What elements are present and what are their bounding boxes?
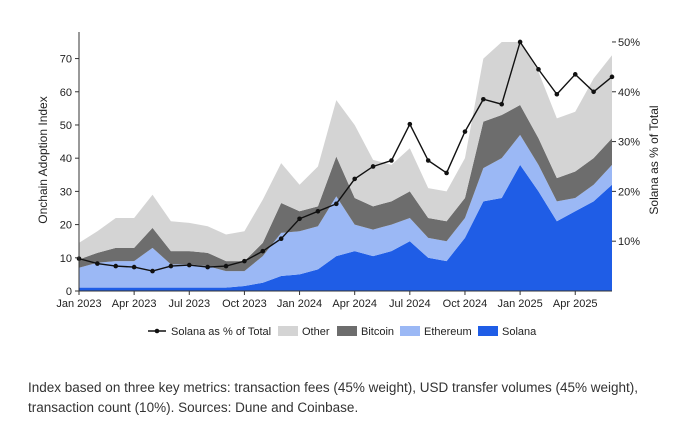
y-tick-label: 0 <box>66 286 72 298</box>
legend-item-solana: Solana <box>478 326 537 338</box>
line-point <box>205 264 210 270</box>
line-point <box>407 121 413 127</box>
x-tick-label: Jul 2023 <box>168 298 210 310</box>
y2-axis-title: Solana as % of Total <box>647 105 661 214</box>
line-point <box>499 101 505 107</box>
legend-marker <box>154 328 160 334</box>
y-tick-label: 30 <box>60 186 72 198</box>
line-point <box>297 216 302 222</box>
line-point <box>481 96 486 102</box>
line-point <box>278 236 284 242</box>
legend-item-solana-as-of-total: Solana as % of Total <box>148 326 271 338</box>
y2-tick-label: 20% <box>618 186 640 198</box>
y2-tick-label: 40% <box>618 87 640 99</box>
y2-tick-label: 50% <box>618 37 640 49</box>
line-point <box>554 91 560 97</box>
y-tick-label: 40 <box>60 153 72 165</box>
line-point <box>370 164 376 169</box>
y2-tick-label: 10% <box>618 236 640 248</box>
y-tick-label: 20 <box>60 220 72 232</box>
legend-label: Solana <box>502 326 537 338</box>
line-point <box>444 170 449 176</box>
y-tick-label: 10 <box>60 253 72 265</box>
line-point <box>536 67 541 72</box>
legend-swatch <box>278 326 298 336</box>
line-point <box>242 258 247 264</box>
legend-swatch <box>400 326 420 336</box>
legend: Solana as % of Total Other Bitcoin Ethereum… <box>148 326 537 338</box>
x-tick-label: Jan 2025 <box>497 298 542 310</box>
legend-item-bitcoin: Bitcoin <box>337 326 394 338</box>
area-ethereum <box>79 134 612 288</box>
x-tick-label: Oct 2024 <box>443 298 488 310</box>
line-point <box>609 74 615 80</box>
legend-label: Solana as % of Total <box>171 326 271 338</box>
x-tick-label: Jan 2024 <box>277 298 322 310</box>
line-point <box>315 209 321 214</box>
line-point <box>131 264 137 270</box>
solana-share-line <box>76 39 615 274</box>
line-point <box>186 262 192 268</box>
area-solana <box>79 164 612 291</box>
line-point <box>591 89 596 95</box>
chart-caption: Index based on three key metrics: transa… <box>28 380 639 415</box>
y-tick-label: 70 <box>60 54 72 66</box>
line-point <box>462 129 468 134</box>
x-tick-label: Oct 2023 <box>222 298 267 310</box>
x-tick-label: Jan 2023 <box>56 298 101 310</box>
y-tick-label: 50 <box>60 120 72 132</box>
x-tick-label: Apr 2024 <box>332 298 377 310</box>
legend-swatch <box>478 326 498 336</box>
legend-label: Bitcoin <box>361 326 394 338</box>
x-tick-label: Jul 2024 <box>389 298 431 310</box>
x-tick-label: Apr 2023 <box>112 298 157 310</box>
line-point <box>95 261 100 266</box>
legend-item-other: Other <box>278 326 330 338</box>
line-point <box>168 263 174 269</box>
area-other <box>79 41 612 262</box>
y-tick-label: 60 <box>60 87 72 99</box>
x-tick-label: Apr 2025 <box>553 298 598 310</box>
line-point <box>334 201 339 207</box>
line-point <box>352 176 357 182</box>
line-point <box>572 72 578 77</box>
line-point <box>150 268 155 274</box>
legend-label: Other <box>302 326 330 338</box>
axes: 0 10 20 30 40 50 60 70 10% 20% 30% 40% 50% Jan 2023 Ap… <box>56 32 640 310</box>
line-point <box>389 158 394 163</box>
line-point <box>223 263 229 269</box>
stacked-areas <box>79 41 612 291</box>
line-solana-as-of-total <box>78 40 613 272</box>
y-axis-title: Onchain Adoption Index <box>36 96 50 223</box>
legend-swatch <box>337 326 357 336</box>
area-bitcoin <box>79 105 612 272</box>
legend-label: Ethereum <box>424 326 472 338</box>
legend-item-ethereum: Ethereum <box>400 326 472 338</box>
line-point <box>260 248 266 254</box>
line-point <box>517 39 523 45</box>
line-point <box>113 263 119 269</box>
y2-tick-label: 30% <box>618 137 640 149</box>
line-point <box>425 158 431 163</box>
